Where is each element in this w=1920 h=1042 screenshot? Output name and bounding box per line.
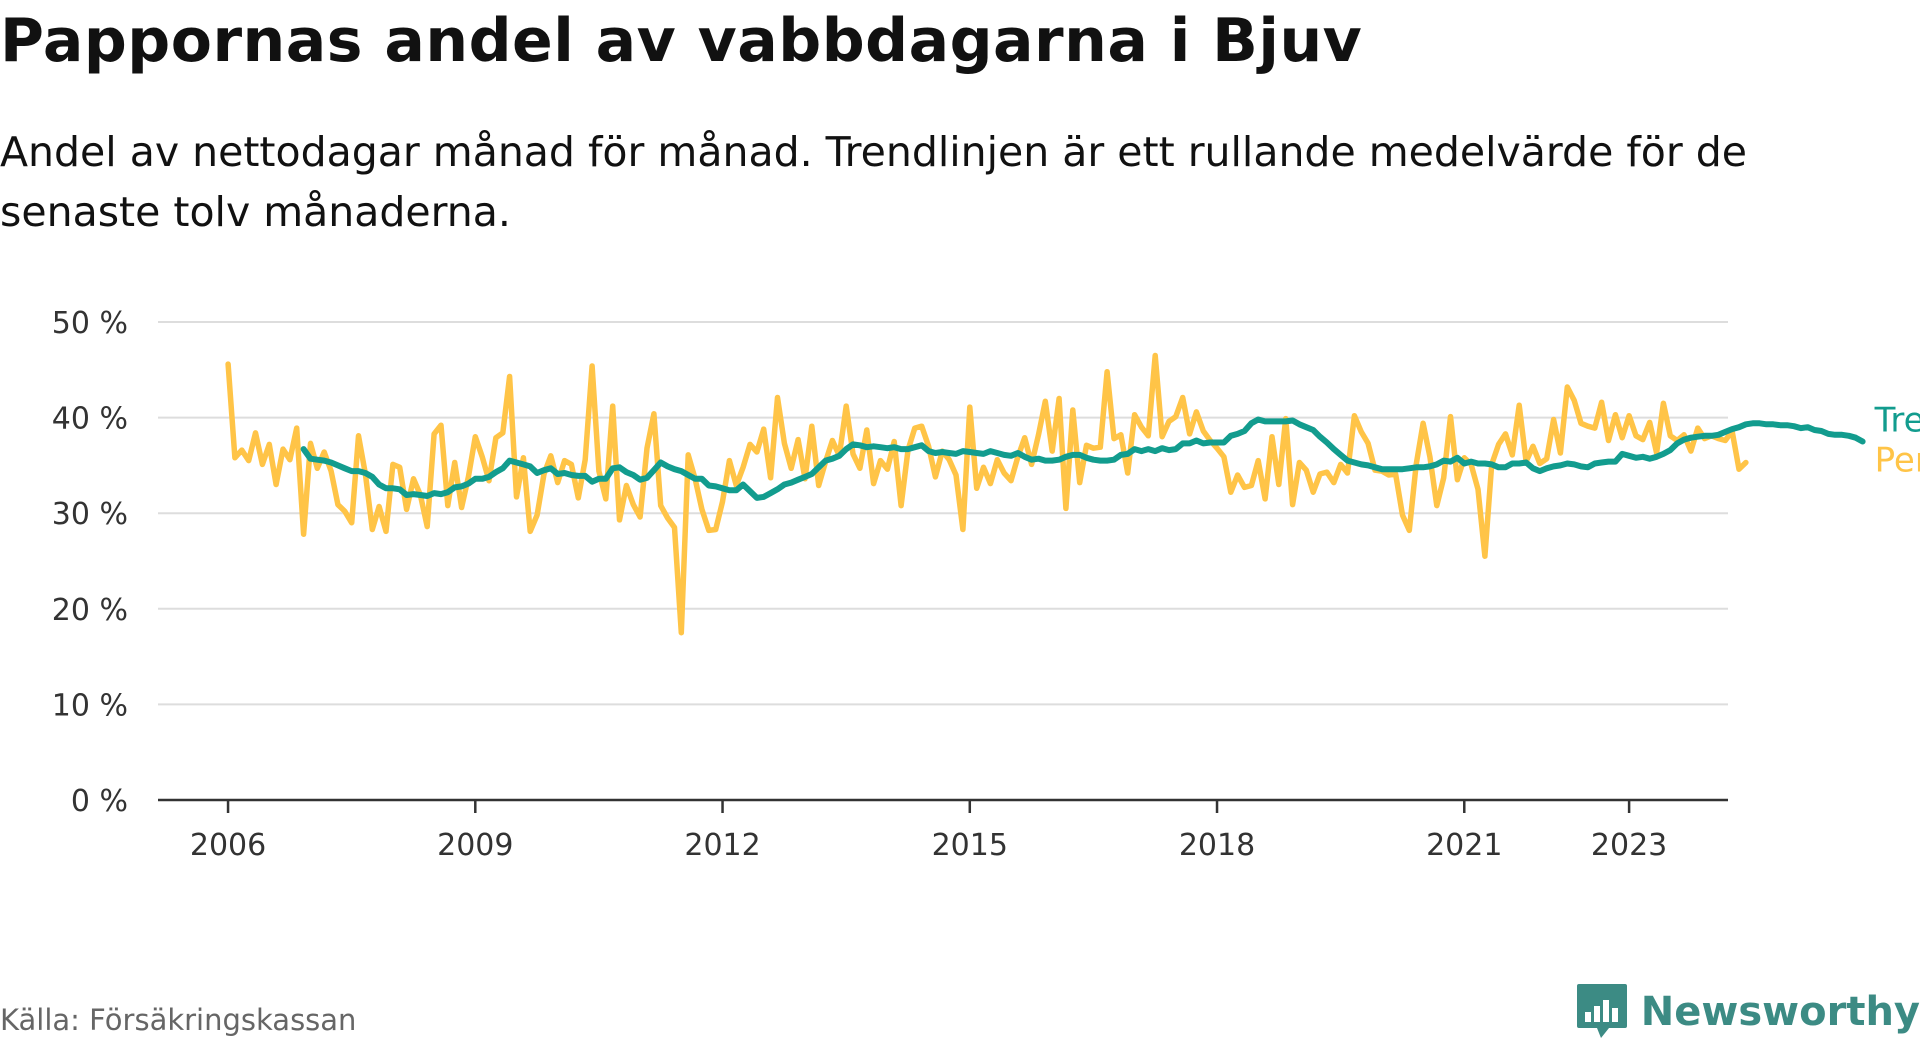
y-tick-label: 20 % — [52, 593, 128, 628]
brand-name: Newsworthy — [1640, 989, 1920, 1035]
series-lines — [225, 352, 1866, 636]
x-axis-tick-labels: 2006 2009 2012 2015 2018 2021 2023 — [190, 828, 1667, 863]
y-tick-label: 50 % — [52, 306, 128, 341]
x-axis — [158, 798, 1728, 813]
series-end-labels: TrendPer månad — [1874, 401, 1920, 481]
grid-lines — [158, 321, 1728, 706]
x-tick-label: 2023 — [1591, 828, 1667, 863]
bar-chart-speech-bubble-icon — [1576, 984, 1627, 1038]
series-end-label: Per månad — [1875, 441, 1920, 481]
y-tick-label: 10 % — [52, 688, 128, 723]
line-chart: 0 % 10 % 20 % 30 % 40 % 50 % 2006 2009 2012 2015… — [52, 306, 1920, 863]
chart-title: Pappornas andel av vabbdagarna i Bjuv — [0, 6, 1363, 76]
source-note: Källa: Försäkringskassan — [0, 1003, 357, 1037]
y-tick-label: 40 % — [52, 402, 128, 437]
x-tick-label: 2012 — [684, 828, 760, 863]
series-line-0 — [225, 352, 1749, 636]
x-tick-label: 2009 — [437, 828, 513, 863]
x-tick-label: 2018 — [1179, 828, 1255, 863]
series-line-1 — [300, 416, 1866, 501]
x-tick-label: 2006 — [190, 828, 266, 863]
y-tick-label: 0 % — [71, 784, 128, 819]
x-tick-label: 2021 — [1426, 828, 1502, 863]
y-axis-tick-labels: 0 % 10 % 20 % 30 % 40 % 50 % — [52, 306, 128, 819]
y-tick-label: 30 % — [52, 497, 128, 532]
x-tick-label: 2015 — [932, 828, 1008, 863]
brand-logo: Newsworthy — [1575, 982, 1920, 1042]
chart-subtitle: Andel av nettodagar månad för månad. Tre… — [0, 128, 1747, 236]
series-end-label: Trend — [1874, 401, 1920, 441]
